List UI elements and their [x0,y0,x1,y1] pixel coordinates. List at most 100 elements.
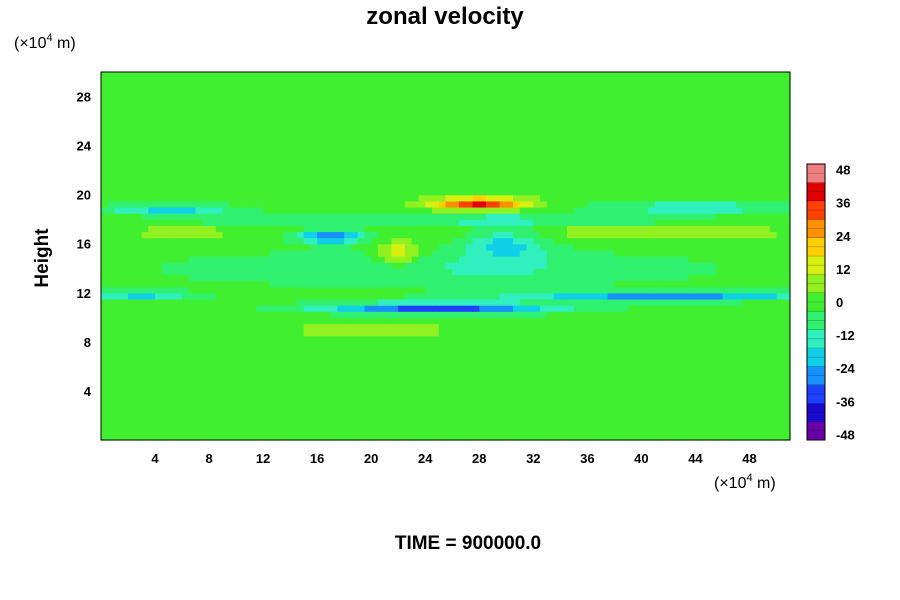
heatmap-cell [188,151,197,159]
heatmap-cell [675,151,683,159]
heatmap-cell [431,176,440,183]
heatmap-cell [546,354,555,361]
heatmap-cell [499,433,507,441]
heatmap-cell [560,249,568,257]
heatmap-cell [688,335,697,343]
heatmap-cell [492,335,501,343]
heatmap-cell [344,145,352,153]
heatmap-cell [445,170,453,177]
heatmap-cell [155,262,163,269]
heatmap-cell [101,176,109,183]
heatmap-cell [148,274,156,282]
heatmap-cell [418,164,426,171]
heatmap-cell [182,421,190,429]
heatmap-cell [668,397,676,404]
heatmap-cell [229,249,237,257]
heatmap-cell [621,280,629,288]
heatmap-cell [425,348,433,355]
heatmap-cell [607,372,615,380]
heatmap-cell [594,237,602,245]
heatmap-cell [479,237,487,245]
heatmap-cell [648,151,656,159]
heatmap-cell [222,268,230,275]
heatmap-cell [317,176,325,183]
heatmap-cell [546,317,555,325]
heatmap-cell [411,317,420,325]
heatmap-cell [188,397,197,404]
heatmap-cell [357,139,366,147]
heatmap-cell [783,305,791,312]
heatmap-cell [222,397,230,404]
heatmap-cell [756,286,764,294]
heatmap-cell [492,390,501,398]
heatmap-cell [621,170,629,177]
heatmap-cell [357,151,366,159]
heatmap-cell [560,372,568,380]
heatmap-cell [526,286,534,294]
heatmap-cell [269,354,278,361]
heatmap-cell [769,237,778,245]
heatmap-cell [445,409,453,417]
heatmap-cell [357,145,366,153]
heatmap-cell [526,292,534,300]
heatmap-cell [438,262,447,269]
heatmap-cell [215,329,224,337]
heatmap-cell [398,409,406,417]
heatmap-cell [492,145,501,153]
heatmap-cell [675,397,683,404]
heatmap-cell [675,231,683,239]
heatmap-cell [276,409,284,417]
heatmap-cell [499,274,507,282]
heatmap-cell [668,274,676,282]
heatmap-cell [769,317,778,325]
heatmap-cell [540,176,548,183]
heatmap-cell [215,311,224,318]
heatmap-cell [398,194,406,202]
heatmap-cell [134,292,143,300]
heatmap-cell [188,409,197,417]
heatmap-cell [573,249,582,257]
heatmap-cell [404,157,413,165]
heatmap-cell [323,433,332,441]
heatmap-cell [121,219,129,226]
heatmap-cell [161,182,170,190]
heatmap-cell [661,292,670,300]
heatmap-cell [661,286,670,294]
heatmap-cell [533,421,541,429]
heatmap-cell [735,403,744,410]
heatmap-cell [242,213,251,220]
heatmap-cell [229,317,237,325]
heatmap-cell [573,225,582,233]
heatmap-cell [742,433,751,441]
heatmap-cell [188,219,197,226]
heatmap-cell [242,200,251,208]
heatmap-cell [249,164,257,171]
heatmap-cell [303,409,311,417]
heatmap-cell [675,256,683,263]
heatmap-cell [587,176,595,183]
heatmap-cell [560,305,568,312]
heatmap-cell [702,384,710,392]
heatmap-cell [742,243,751,251]
heatmap-cell [310,421,318,429]
heatmap-cell [107,427,116,435]
heatmap-cell [168,384,176,392]
heatmap-cell [384,280,393,288]
heatmap-cell [283,194,291,202]
heatmap-cell [141,329,149,337]
heatmap-cell [621,372,629,380]
heatmap-cell [499,231,507,239]
heatmap-cell [513,262,521,269]
heatmap-cell [222,280,230,288]
heatmap-cell [600,256,609,263]
heatmap-cell [492,243,501,251]
heatmap-cell [398,164,406,171]
heatmap-cell [168,280,176,288]
heatmap-cell [182,274,190,282]
heatmap-cell [452,397,460,404]
heatmap-cell [695,329,703,337]
heatmap-cell [587,145,595,153]
heatmap-cell [209,157,217,165]
heatmap-cell [202,397,210,404]
heatmap-cell [459,409,467,417]
